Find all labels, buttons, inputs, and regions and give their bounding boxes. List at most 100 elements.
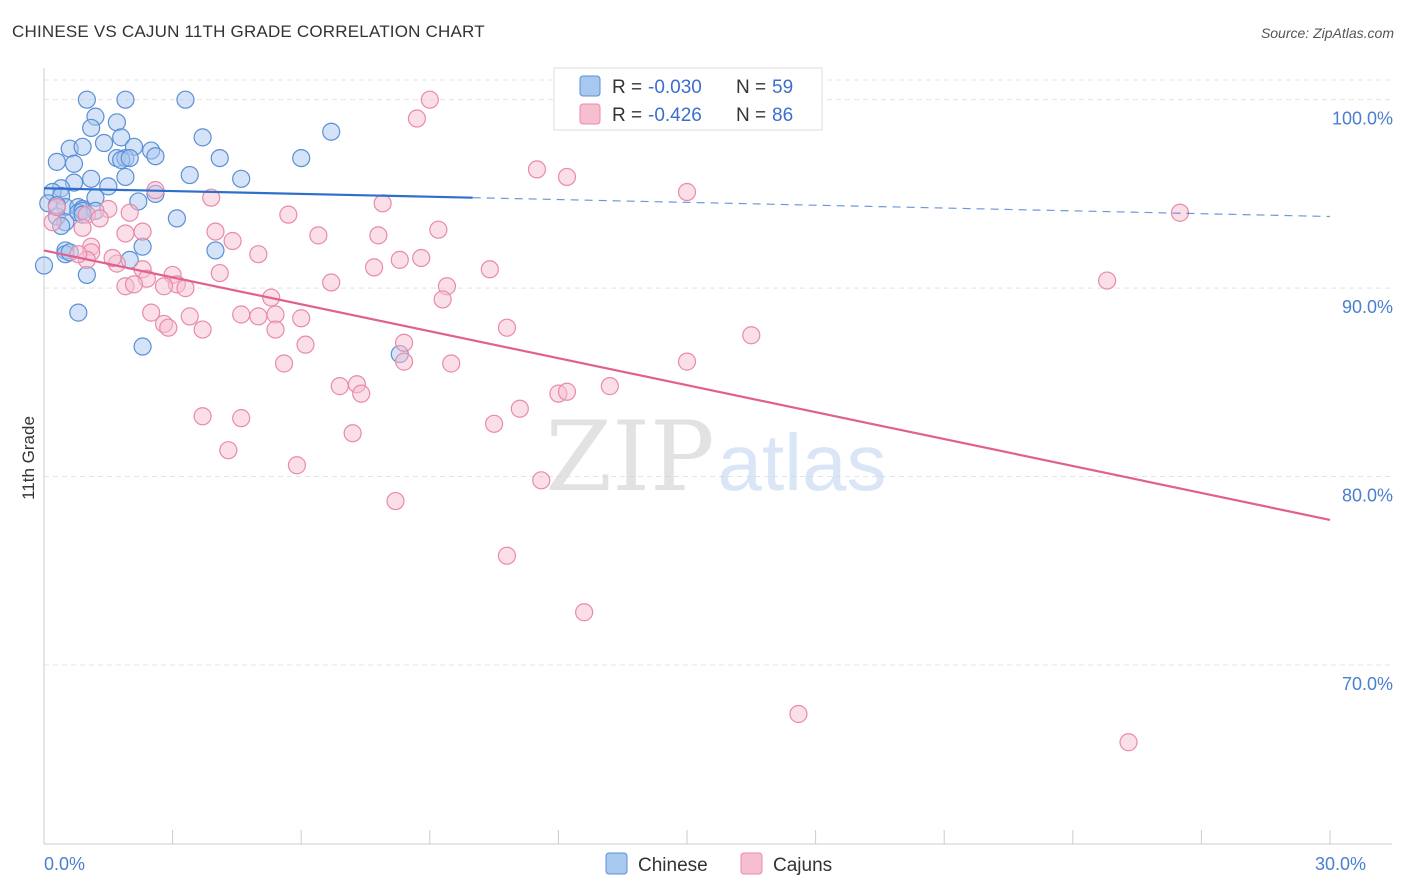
source-credit: Source: ZipAtlas.com xyxy=(1260,25,1394,41)
cajun-point-19 xyxy=(369,226,388,245)
cajun-trend-line xyxy=(43,249,1331,521)
cajun-point-4 xyxy=(677,182,697,202)
legend-swatch-chinese xyxy=(579,75,601,97)
bottom-legend-label-chinese: Chinese xyxy=(638,855,708,876)
legend-r-value-2: -0.426 xyxy=(648,105,702,126)
legend-box: R = -0.030 N = 59 R = -0.426 N = 86 xyxy=(553,67,823,131)
cajun-point-2 xyxy=(527,160,547,179)
cajun-point-77 xyxy=(386,491,405,511)
y-tick-label-1: 90.0% xyxy=(1342,297,1393,317)
cajun-point-13 xyxy=(90,209,109,228)
cajun-point-81 xyxy=(1119,733,1138,752)
chinese-point-12 xyxy=(73,137,92,156)
chinese-point-5 xyxy=(82,118,101,138)
cajun-point-60 xyxy=(394,352,414,371)
cajun-point-46 xyxy=(180,307,199,326)
cajun-point-72 xyxy=(485,414,504,433)
gridlines xyxy=(44,79,1392,666)
chinese-point-4 xyxy=(107,113,126,132)
chinese-point-25 xyxy=(116,167,135,187)
cajun-point-47 xyxy=(232,305,251,324)
cajun-point-14 xyxy=(73,218,92,237)
cajun-point-16 xyxy=(206,222,225,241)
cajun-point-3 xyxy=(557,167,577,187)
cajun-point-31 xyxy=(364,258,384,277)
legend-n-value-1: 59 xyxy=(772,77,793,98)
chinese-point-26 xyxy=(232,169,251,188)
cajun-points xyxy=(43,90,1190,752)
cajun-point-56 xyxy=(742,326,761,345)
cajun-point-84 xyxy=(47,197,66,217)
cajun-point-11 xyxy=(373,194,392,213)
chinese-point-18 xyxy=(210,149,229,168)
bottom-legend-label-cajuns: Cajuns xyxy=(773,855,832,876)
y-axis-label: 11th Grade xyxy=(19,416,38,500)
cajun-point-18 xyxy=(309,226,328,245)
chinese-point-23 xyxy=(180,165,199,185)
chinese-point-46 xyxy=(133,237,152,256)
chinese-point-17 xyxy=(120,149,139,168)
cajun-point-70 xyxy=(193,407,212,426)
cajun-point-71 xyxy=(232,409,251,428)
cajun-point-65 xyxy=(352,384,371,403)
cajun-point-41 xyxy=(124,275,144,294)
cajun-point-82 xyxy=(69,245,88,264)
cajun-point-25 xyxy=(390,250,409,269)
chinese-point-7 xyxy=(193,128,212,147)
cajun-point-49 xyxy=(266,305,285,324)
legend-r-label-1: R = xyxy=(612,77,642,98)
legend-n-value-2: 86 xyxy=(772,105,793,126)
cajun-point-21 xyxy=(223,231,242,251)
cajun-point-50 xyxy=(292,309,311,328)
cajun-point-32 xyxy=(480,260,499,279)
chinese-point-53 xyxy=(133,337,152,356)
cajun-point-45 xyxy=(142,303,161,322)
x-tick-label-right: 30.0% xyxy=(1315,854,1366,874)
bottom-legend-swatch-chinese xyxy=(605,852,628,875)
chinese-point-22 xyxy=(146,147,165,166)
chinese-point-20 xyxy=(47,152,66,171)
cajun-point-75 xyxy=(287,456,307,475)
y-tick-label-2: 80.0% xyxy=(1342,486,1393,506)
cajun-point-57 xyxy=(296,335,315,354)
chinese-point-49 xyxy=(77,265,96,285)
cajun-point-61 xyxy=(442,354,461,373)
cajun-point-69 xyxy=(510,399,529,418)
chinese-point-19 xyxy=(292,149,311,168)
cajun-point-7 xyxy=(202,188,221,207)
chinese-point-44 xyxy=(167,209,186,228)
chinese-point-21 xyxy=(64,154,84,173)
cajun-point-79 xyxy=(575,603,594,622)
cajun-point-78 xyxy=(497,546,517,565)
cajun-point-24 xyxy=(249,245,268,264)
legend-swatch-cajuns xyxy=(579,103,601,125)
chinese-point-52 xyxy=(69,303,88,322)
cajun-point-52 xyxy=(159,318,178,337)
cajun-point-73 xyxy=(343,424,362,443)
cajun-point-48 xyxy=(249,307,268,326)
cajun-point-10 xyxy=(279,205,298,224)
bottom-legend: Chinese Cajuns xyxy=(605,852,832,876)
cajun-point-20 xyxy=(429,220,448,239)
legend-r-value-1: -0.030 xyxy=(648,77,702,98)
cajun-point-15 xyxy=(133,222,152,241)
cajun-point-17 xyxy=(116,224,135,243)
cajun-point-0 xyxy=(420,90,439,109)
chinese-point-8 xyxy=(322,122,341,141)
cajun-point-39 xyxy=(1097,271,1117,290)
legend-n-label-1: N = xyxy=(736,77,766,98)
cajun-point-55 xyxy=(497,318,517,337)
watermark-atlas: atlas xyxy=(718,418,887,507)
chinese-point-24 xyxy=(82,169,101,188)
chinese-trend-dashed xyxy=(472,197,1331,218)
chinese-point-48 xyxy=(34,256,54,275)
bottom-legend-swatch-cajuns xyxy=(740,852,763,875)
cajun-point-85 xyxy=(103,248,122,268)
chinese-trend-solid xyxy=(43,187,473,199)
cajun-point-30 xyxy=(210,263,229,283)
cajun-point-67 xyxy=(557,382,577,401)
chinese-point-1 xyxy=(116,90,135,109)
cajun-point-1 xyxy=(407,109,427,128)
chinese-point-9 xyxy=(94,133,114,153)
